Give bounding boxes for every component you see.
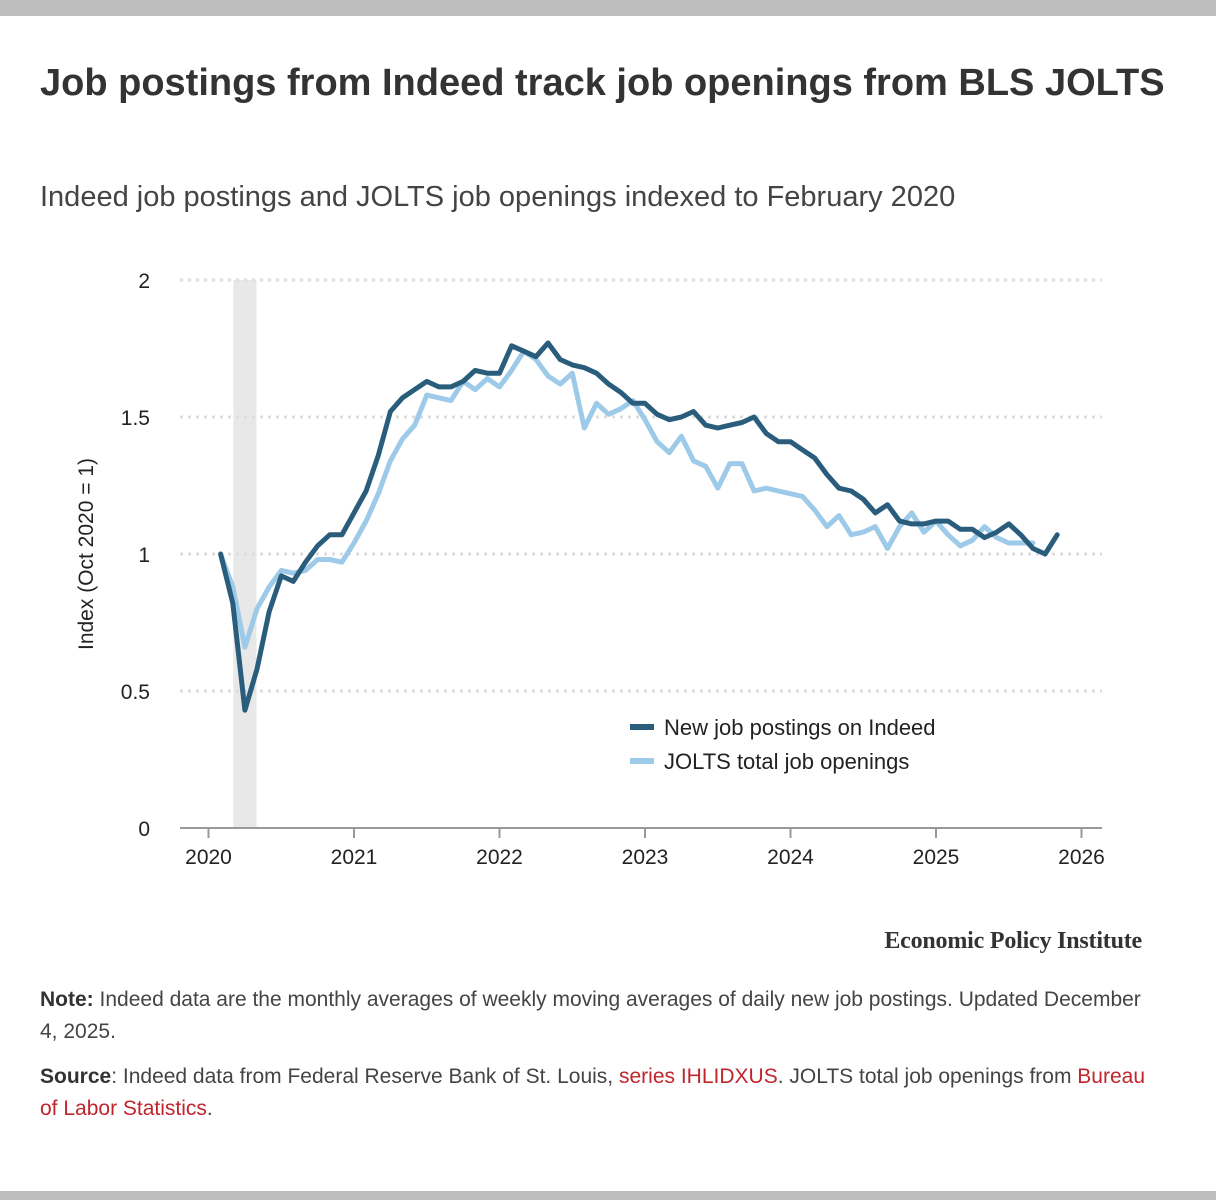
publisher-logo: Economic Policy Institute: [884, 928, 1142, 954]
source-text-1: : Indeed data from Federal Reserve Bank …: [111, 1065, 619, 1088]
note-text: Indeed data are the monthly averages of …: [40, 988, 1141, 1043]
y-tick-label: 0: [138, 818, 150, 841]
y-tick-label: 0.5: [121, 681, 150, 704]
x-tick-label: 2025: [913, 846, 960, 869]
source-link-fred[interactable]: series IHLIDXUS: [618, 1065, 778, 1088]
x-tick-label: 2021: [331, 846, 378, 869]
series-lines: [218, 340, 1060, 713]
indeed-series-line: [218, 340, 1060, 713]
legend: New job postings on Indeed JOLTS total jo…: [630, 715, 936, 774]
chart-note: Note: Indeed data are the monthly averag…: [40, 984, 1150, 1048]
legend-label: JOLTS total job openings: [664, 749, 909, 774]
jolts-series-line: [218, 348, 1036, 650]
source-link-bls[interactable]: Bureau of Labor Statistics: [40, 1065, 1146, 1120]
top-border-bar: [0, 0, 1216, 16]
y-tick-label: 1: [138, 544, 150, 567]
chart-source: Source: Indeed data from Federal Reserve…: [40, 1061, 1150, 1125]
note-label: Note:: [40, 988, 94, 1011]
chart-title: Job postings from Indeed track job openi…: [40, 62, 1165, 104]
source-text-3: .: [206, 1097, 213, 1120]
y-tick-label: 2: [138, 270, 150, 293]
bottom-border-bar: [0, 1191, 1216, 1200]
line-chart: 0 0.5 1 1.5 2 2020 2021 2022 2023 2024 2025 2026 Ne…: [75, 270, 1105, 869]
axes: 0 0.5 1 1.5 2 2020 2021 2022 2023 2024 2025 2026: [121, 270, 1105, 869]
x-tick-label: 2024: [767, 846, 814, 869]
y-axis-title: Index (Oct 2020 = 1): [75, 458, 98, 650]
x-tick-label: 2026: [1058, 846, 1105, 869]
source-text-2: . JOLTS total job openings from: [777, 1065, 1078, 1088]
x-tick-label: 2022: [476, 846, 523, 869]
gridlines: [180, 278, 1102, 693]
x-tick-label: 2020: [185, 846, 232, 869]
y-tick-label: 1.5: [121, 407, 150, 430]
legend-label: New job postings on Indeed: [664, 715, 936, 740]
x-tick-label: 2023: [622, 846, 669, 869]
chart-subtitle: Indeed job postings and JOLTS job openin…: [40, 181, 956, 213]
source-label: Source: [40, 1065, 112, 1088]
